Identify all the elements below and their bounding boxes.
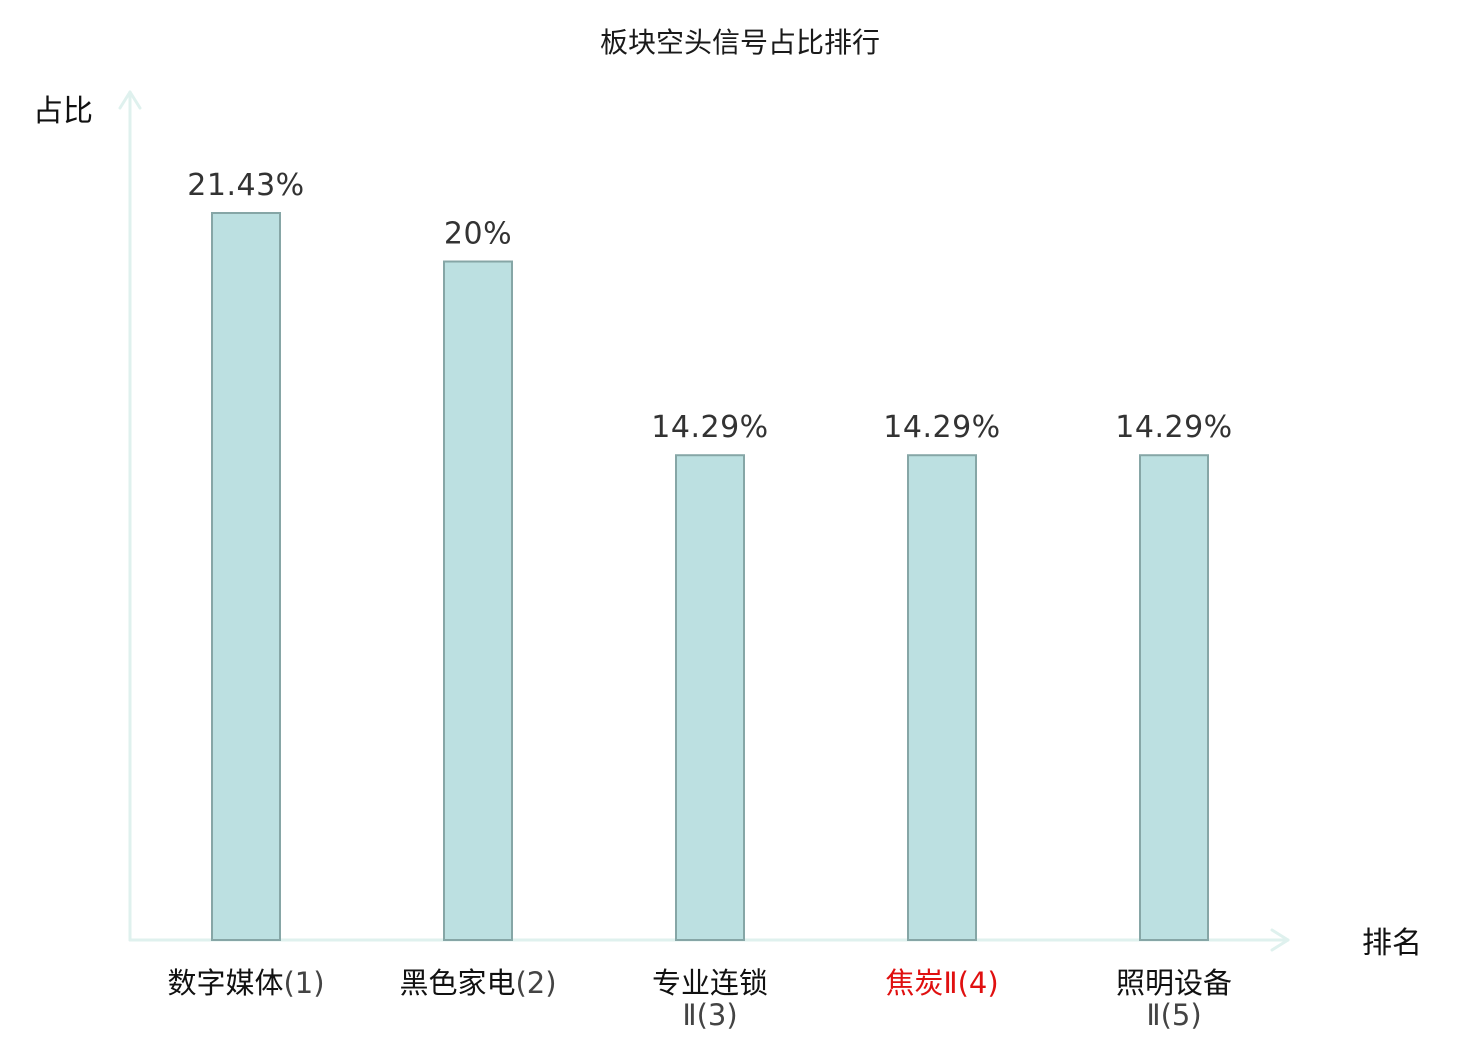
bars-group [211,212,1209,941]
value-label-3: 14.29% [651,410,768,445]
bar-3 [675,454,745,941]
category-rank-1: (1) [283,966,324,1000]
category-name-3: 专业连锁 [652,966,768,1000]
category-rank-3: Ⅱ(3) [682,998,737,1032]
category-rank-2: (2) [515,966,556,1000]
y-axis-arrow [118,90,142,110]
chart-title: 板块空头信号占比排行 [600,26,880,59]
category-name-1: 数字媒体 [167,966,283,1000]
x-axis-label: 排名 [1362,926,1422,961]
bar-1 [211,212,281,941]
bar-5 [1139,454,1209,941]
category-label-3: 专业连锁 Ⅱ(3) [652,966,768,1032]
category-rank-4: Ⅱ(4) [943,966,998,1000]
value-label-2: 20% [444,217,512,252]
category-name-5: 照明设备 [1116,966,1232,1000]
x-axis-arrow [1270,928,1290,952]
category-label-2: 黑色家电(2) [399,966,556,1000]
category-labels-group: 数字媒体(1) 黑色家电(2) 专业连锁 Ⅱ(3) 焦炭Ⅱ(4) 照明设备 Ⅱ(5) [167,966,1232,1032]
bar-4 [907,454,977,941]
category-label-4: 焦炭Ⅱ(4) [885,966,998,1000]
value-label-5: 14.29% [1115,410,1232,445]
category-name-4: 焦炭 [885,966,943,1000]
value-label-4: 14.29% [883,410,1000,445]
bar-2 [443,260,513,941]
category-label-5: 照明设备 Ⅱ(5) [1116,966,1232,1032]
value-labels-group: 21.43% 20% 14.29% 14.29% 14.29% [187,168,1232,445]
category-name-2: 黑色家电 [399,966,515,1000]
category-rank-5: Ⅱ(5) [1146,998,1201,1032]
value-label-1: 21.43% [187,168,304,203]
y-axis-label: 占比 [33,94,93,129]
y-axis [118,90,142,942]
category-label-1: 数字媒体(1) [167,966,324,1000]
